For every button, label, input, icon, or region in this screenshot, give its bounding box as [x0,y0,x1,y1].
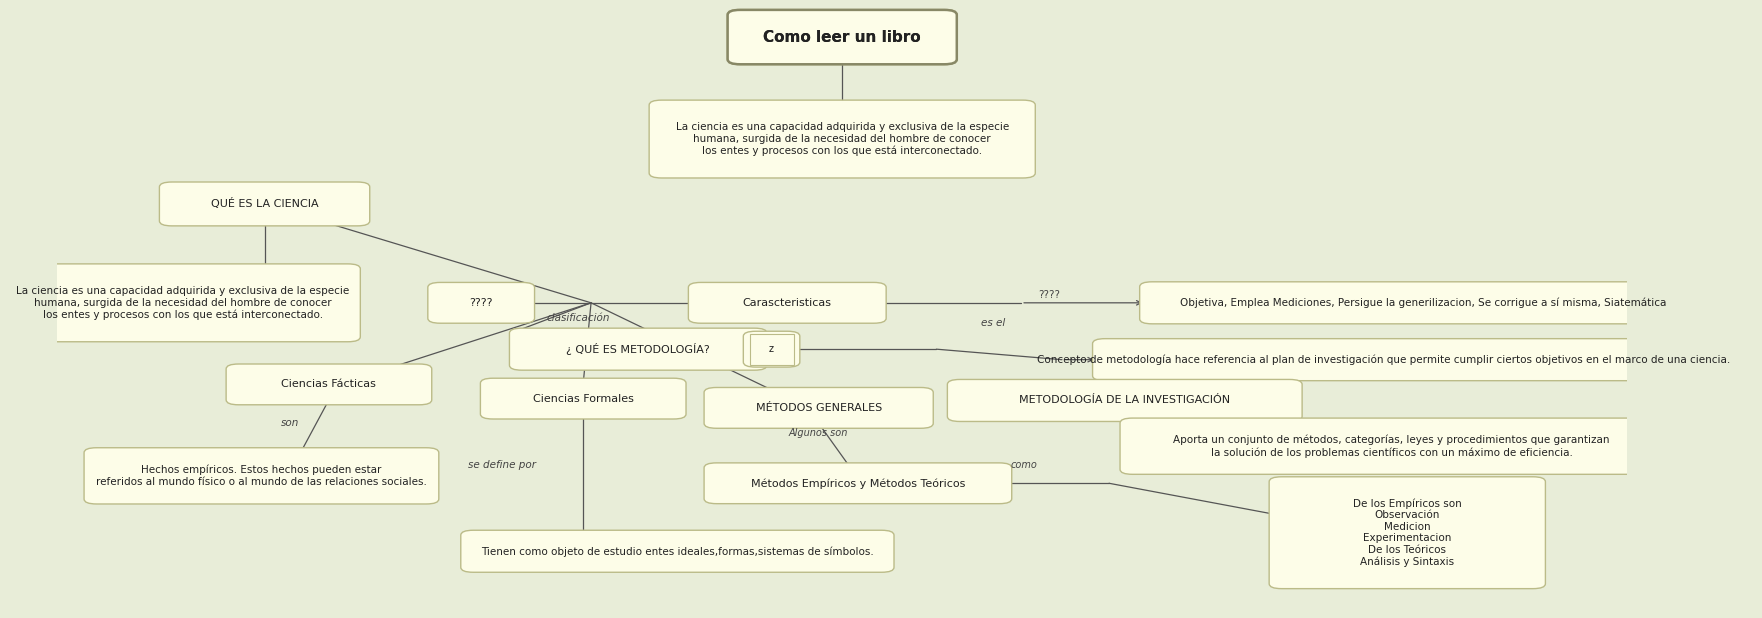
FancyBboxPatch shape [428,282,534,323]
FancyBboxPatch shape [226,364,432,405]
Text: z: z [768,344,774,354]
Text: Como leer un libro: Como leer un libro [763,30,922,44]
FancyBboxPatch shape [948,379,1302,421]
FancyBboxPatch shape [749,334,793,365]
Text: MÉTODOS GENERALES: MÉTODOS GENERALES [756,403,881,413]
Text: Algunos son: Algunos son [789,428,848,438]
Text: son: son [280,418,300,428]
Text: Hechos empíricos. Estos hechos pueden estar
referidos al mundo físico o al mundo: Hechos empíricos. Estos hechos pueden es… [95,465,426,487]
Text: Aporta un conjunto de métodos, categorías, leyes y procedimientos que garantizan: Aporta un conjunto de métodos, categoría… [1173,435,1610,457]
FancyBboxPatch shape [159,182,370,226]
FancyBboxPatch shape [728,10,957,64]
FancyBboxPatch shape [481,378,685,419]
FancyBboxPatch shape [705,463,1011,504]
Text: Como leer un libro: Como leer un libro [763,30,922,44]
Text: ¿ QUÉ ES METODOLOGÍA?: ¿ QUÉ ES METODOLOGÍA? [566,343,710,355]
Text: Ciencias Formales: Ciencias Formales [532,394,634,404]
Text: Métodos Empíricos y Métodos Teóricos: Métodos Empíricos y Métodos Teóricos [751,478,966,488]
Text: Carascteristicas: Carascteristicas [744,298,832,308]
Text: Objetiva, Emplea Mediciones, Persigue la generilizacion, Se corrigue a sí misma,: Objetiva, Emplea Mediciones, Persigue la… [1181,298,1667,308]
FancyBboxPatch shape [5,264,359,342]
Text: z: z [768,344,774,354]
Text: La ciencia es una capacidad adquirida y exclusiva de la especie
humana, surgida : La ciencia es una capacidad adquirida y … [675,122,1010,156]
Text: De los Empíricos son
Observación
Medicion
Experimentacion
De los Teóricos
Anális: De los Empíricos son Observación Medicio… [1353,498,1462,567]
Text: como: como [1011,460,1038,470]
Text: ????: ???? [1038,290,1061,300]
FancyBboxPatch shape [705,387,934,428]
FancyBboxPatch shape [728,10,957,64]
Text: La ciencia es una capacidad adquirida y exclusiva de la especie
humana, surgida : La ciencia es una capacidad adquirida y … [16,286,349,320]
Text: QUÉ ES LA CIENCIA: QUÉ ES LA CIENCIA [211,198,319,210]
FancyBboxPatch shape [1140,282,1706,324]
FancyBboxPatch shape [648,100,1036,178]
Text: es el: es el [981,318,1004,328]
FancyBboxPatch shape [509,328,766,370]
FancyBboxPatch shape [1269,477,1545,588]
FancyBboxPatch shape [1092,339,1676,381]
FancyBboxPatch shape [689,282,886,323]
Text: METODOLOGÍA DE LA INVESTIGACIÓN: METODOLOGÍA DE LA INVESTIGACIÓN [1018,396,1230,405]
FancyBboxPatch shape [744,331,800,367]
Text: se define por: se define por [467,460,536,470]
Text: Ciencias Fácticas: Ciencias Fácticas [282,379,377,389]
FancyBboxPatch shape [1121,418,1663,475]
Text: Tienen como objeto de estudio entes ideales,formas,sistemas de símbolos.: Tienen como objeto de estudio entes idea… [481,546,874,556]
Text: clasificación: clasificación [546,313,610,323]
FancyBboxPatch shape [85,447,439,504]
Text: ????: ???? [469,298,493,308]
Text: Concepto de metodología hace referencia al plan de investigación que permite cum: Concepto de metodología hace referencia … [1038,355,1730,365]
FancyBboxPatch shape [462,530,893,572]
